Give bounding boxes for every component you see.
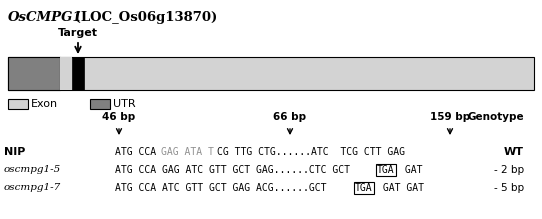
Text: GAT GAT: GAT GAT xyxy=(377,183,424,193)
Bar xyxy=(8,57,534,90)
Text: UTR: UTR xyxy=(113,99,136,109)
Bar xyxy=(72,57,84,90)
Text: Genotype: Genotype xyxy=(467,112,524,122)
Text: GAT: GAT xyxy=(399,165,423,175)
Bar xyxy=(90,99,110,109)
Bar xyxy=(8,99,28,109)
Text: 66 bp: 66 bp xyxy=(273,112,307,122)
Text: - 5 bp: - 5 bp xyxy=(494,183,524,193)
Text: oscmpg1-7: oscmpg1-7 xyxy=(4,184,61,193)
Text: GAG ATA T: GAG ATA T xyxy=(161,147,214,157)
Text: WT: WT xyxy=(504,147,524,157)
Text: (LOC_Os06g13870): (LOC_Os06g13870) xyxy=(70,11,217,24)
Bar xyxy=(8,57,60,90)
Text: oscmpg1-5: oscmpg1-5 xyxy=(4,166,61,175)
Bar xyxy=(60,57,72,90)
Text: ATG CCA GAG ATC GTT GCT GAG......CTC GCT: ATG CCA GAG ATC GTT GCT GAG......CTC GCT xyxy=(115,165,356,175)
Text: Exon: Exon xyxy=(31,99,58,109)
Text: 46 bp: 46 bp xyxy=(102,112,136,122)
Text: TGA: TGA xyxy=(377,165,395,175)
Text: Target: Target xyxy=(58,28,98,38)
Text: ATG CCA: ATG CCA xyxy=(115,147,162,157)
Text: 159 bp: 159 bp xyxy=(430,112,470,122)
Text: OsCMPG1: OsCMPG1 xyxy=(8,11,83,24)
Text: TGA: TGA xyxy=(355,183,373,193)
Text: CG TTG CTG......ATC  TCG CTT GAG: CG TTG CTG......ATC TCG CTT GAG xyxy=(217,147,405,157)
Text: - 2 bp: - 2 bp xyxy=(494,165,524,175)
Text: NIP: NIP xyxy=(4,147,25,157)
Text: ATG CCA ATC GTT GCT GAG ACG......GCT: ATG CCA ATC GTT GCT GAG ACG......GCT xyxy=(115,183,332,193)
